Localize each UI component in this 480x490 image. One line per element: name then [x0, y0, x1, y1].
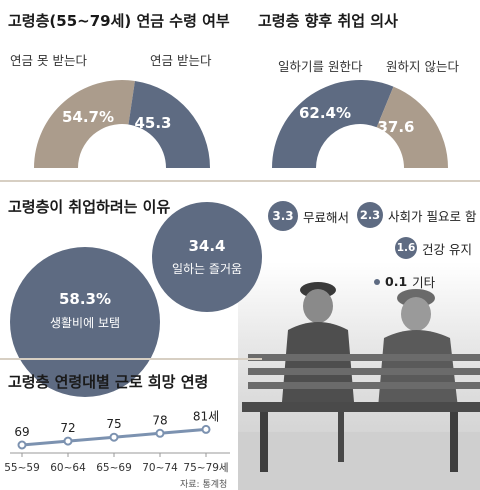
reason-legend-4-value: 0.1 — [385, 274, 408, 289]
pension-slice-no — [34, 80, 135, 168]
reason-bubble-1-label: 생활비에 보탬 — [49, 316, 121, 330]
pension-value-no: 54.7% — [62, 108, 114, 126]
work-slice-yes — [272, 79, 394, 168]
pension-value-yes: 45.3 — [134, 114, 171, 132]
reason-legend-1-label: 무료해서 — [303, 209, 350, 225]
reason-bubble-2 — [152, 202, 262, 312]
work-value-no: 37.6 — [377, 118, 414, 136]
age-value-label: 81세 — [193, 409, 219, 423]
work-series — [272, 79, 448, 168]
age-series: 69 55~59 72 60~64 75 65~69 78 70~74 81세 75~79세 — [4, 409, 230, 474]
pension-title: 고령층(55~79세) 연금 수령 여부 — [8, 12, 230, 30]
age-point — [155, 428, 165, 438]
reason-legend-2-circle: 2.3 — [357, 202, 383, 228]
top-divider — [0, 180, 480, 182]
work-slice-no — [376, 86, 448, 168]
age-value-label: 72 — [60, 421, 75, 435]
pension-chart: 54.7% 45.3 — [34, 80, 211, 168]
age-point — [17, 440, 27, 450]
pension-label-yes: 연금 받는다 — [150, 53, 212, 68]
reason-legend-4-dot — [374, 278, 380, 285]
work-title: 고령층 향후 취업 의사 — [258, 12, 398, 30]
reason-legend-4: 0.1 기타 — [374, 272, 435, 291]
age-value-label: 69 — [14, 425, 29, 439]
reason-legend-3-circle: 1.6 — [395, 237, 417, 259]
age-point — [63, 436, 73, 446]
age-tick-label: 70~74 — [142, 462, 178, 474]
age-point — [109, 432, 119, 442]
age-point — [201, 424, 211, 434]
work-label-no: 원하지 않는다 — [386, 59, 459, 74]
work-value-yes: 62.4% — [299, 104, 351, 122]
reason-legend-2-label: 사회가 필요로 함 — [388, 208, 477, 224]
reason-legend-2: 2.3 사회가 필요로 함 — [357, 202, 476, 228]
age-value-label: 75 — [106, 417, 121, 431]
bench-illustration — [238, 262, 480, 490]
age-tick-label: 75~79세 — [183, 462, 228, 474]
pension-slice-yes — [128, 80, 211, 168]
reason-legend-4-label: 기타 — [412, 275, 436, 290]
middle-divider — [0, 358, 262, 360]
pension-series — [34, 80, 211, 168]
reason-legend-3: 1.6 건강 유지 — [395, 237, 472, 259]
reason-bubble-2-label: 일하는 즐거움 — [171, 262, 243, 276]
age-tick-label: 60~64 — [50, 462, 86, 474]
reason-legend-1-circle: 3.3 — [268, 201, 298, 231]
reason-legend-3-label: 건강 유지 — [422, 241, 472, 257]
work-label-yes: 일하기를 원한다 — [278, 59, 363, 74]
reason-legend-1: 3.3 무료해서 — [268, 201, 349, 231]
reason-bubble-1-value: 58.3% — [58, 290, 112, 308]
reason-bubble-1 — [10, 247, 160, 397]
pension-label-no: 연금 못 받는다 — [10, 53, 87, 68]
reason-bubble-2-value: 34.4 — [188, 237, 226, 255]
age-line-chart: 69 55~59 72 60~64 75 65~69 78 70~74 81세 75~79세 — [4, 409, 230, 474]
age-tick-label: 55~59 — [4, 462, 40, 474]
age-value-label: 78 — [152, 413, 167, 427]
reason-title: 고령층이 취업하려는 이유 — [8, 198, 171, 216]
age-tick-label: 65~69 — [96, 462, 132, 474]
age-title: 고령층 연령대별 근로 희망 연령 — [8, 373, 209, 391]
age-source: 자료: 통계청 — [180, 480, 228, 490]
work-chart: 62.4% 37.6 — [272, 79, 448, 168]
